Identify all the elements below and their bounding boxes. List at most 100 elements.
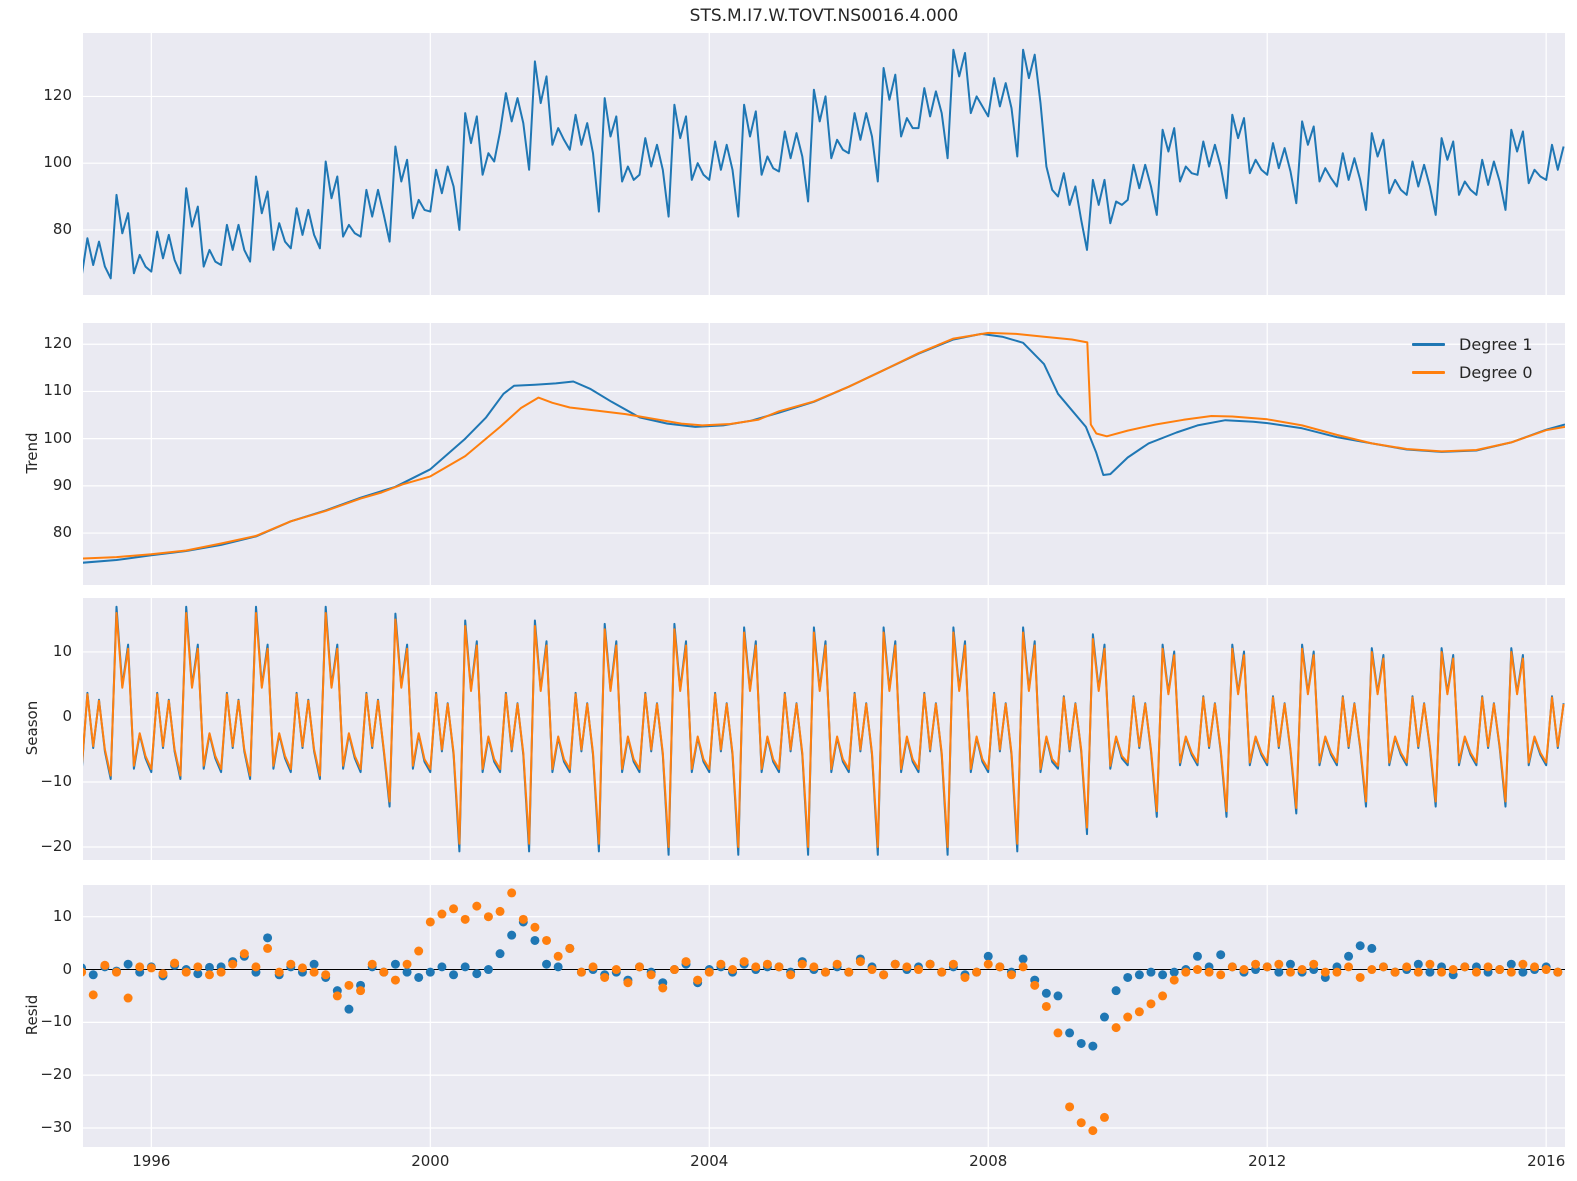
legend-entry: Degree 0 (1412, 363, 1533, 382)
resid-point-degree-0 (1471, 967, 1481, 977)
resid-point-degree-0 (216, 967, 226, 977)
resid-point-degree-0 (309, 967, 319, 977)
resid-point-degree-0 (1123, 1012, 1133, 1022)
resid-point-degree-0 (669, 965, 679, 975)
resid-point-degree-0 (1262, 962, 1272, 972)
resid-point-degree-1 (193, 969, 203, 979)
resid-point-degree-0 (483, 912, 493, 922)
resid-point-degree-0 (728, 965, 738, 975)
ytick-label-observed: 100 (43, 153, 72, 172)
xtick-label: 2000 (411, 1152, 450, 1170)
resid-point-degree-0 (193, 962, 203, 972)
resid-point-degree-0 (321, 970, 331, 980)
resid-point-degree-0 (1297, 965, 1307, 975)
resid-point-degree-0 (809, 962, 819, 972)
panel-resid (83, 885, 1565, 1147)
resid-point-degree-0 (449, 904, 459, 914)
resid-point-degree-1 (553, 962, 563, 972)
resid-point-degree-1 (449, 970, 459, 980)
resid-point-degree-0 (402, 959, 412, 969)
resid-point-degree-0 (181, 967, 191, 977)
resid-point-degree-1 (1053, 991, 1063, 1001)
resid-point-degree-1 (204, 962, 214, 972)
resid-point-degree-1 (437, 962, 447, 972)
resid-point-degree-0 (646, 970, 656, 980)
resid-point-degree-0 (1448, 965, 1458, 975)
resid-point-degree-0 (530, 922, 540, 932)
resid-point-degree-1 (1146, 967, 1156, 977)
resid-point-degree-1 (1088, 1041, 1098, 1051)
resid-point-degree-0 (1111, 1023, 1121, 1033)
resid-point-degree-0 (123, 993, 133, 1003)
resid-point-degree-0 (1065, 1102, 1075, 1112)
ytick-label-season: 10 (52, 641, 72, 660)
ytick-label-trend: 120 (43, 334, 72, 353)
resid-point-degree-0 (1053, 1028, 1063, 1038)
resid-point-degree-0 (1227, 962, 1237, 972)
ytick-label-resid: −10 (40, 1012, 72, 1031)
resid-point-degree-0 (146, 963, 156, 973)
resid-point-degree-1 (1518, 967, 1528, 977)
ytick-label-observed: 80 (52, 219, 72, 238)
trend-line-degree-0 (83, 331, 1565, 560)
resid-point-degree-0 (1041, 1001, 1051, 1011)
resid-point-degree-0 (83, 967, 87, 977)
legend-line-swatch (1412, 371, 1445, 374)
resid-point-degree-1 (983, 951, 993, 961)
resid-point-degree-0 (704, 967, 714, 977)
ytick-label-trend: 90 (52, 475, 72, 494)
ytick-label-resid: −20 (40, 1065, 72, 1084)
panel-observed (83, 33, 1565, 295)
xtick-label: 1996 (132, 1152, 171, 1170)
resid-point-degree-1 (344, 1004, 354, 1014)
season-plot (83, 598, 1565, 860)
ytick-label-season: 0 (62, 706, 72, 725)
resid-point-degree-0 (693, 975, 703, 985)
resid-point-degree-0 (600, 972, 610, 982)
resid-point-degree-0 (844, 967, 854, 977)
resid-point-degree-1 (1169, 967, 1179, 977)
resid-point-degree-0 (356, 986, 366, 996)
resid-point-degree-0 (879, 970, 889, 980)
resid-point-degree-0 (1088, 1126, 1098, 1136)
ytick-label-observed: 120 (43, 86, 72, 105)
panel-trend (83, 323, 1565, 585)
legend-label: Degree 1 (1459, 335, 1533, 354)
ytick-label-trend: 100 (43, 428, 72, 447)
resid-point-degree-0 (158, 969, 168, 979)
resid-point-degree-1 (402, 967, 412, 977)
legend-label: Degree 0 (1459, 363, 1533, 382)
observed-plot (83, 33, 1565, 295)
resid-point-degree-1 (1274, 967, 1284, 977)
resid-point-degree-1 (1413, 959, 1423, 969)
resid-point-degree-1 (309, 959, 319, 969)
resid-point-degree-1 (507, 930, 517, 940)
resid-point-degree-0 (1460, 962, 1470, 972)
resid-point-degree-0 (1192, 965, 1202, 975)
resid-point-degree-1 (1192, 951, 1202, 961)
resid-point-degree-1 (495, 949, 505, 959)
resid-point-degree-0 (565, 943, 575, 953)
ytick-label-trend: 80 (52, 523, 72, 542)
resid-point-degree-0 (1216, 970, 1226, 980)
resid-point-degree-0 (658, 983, 668, 993)
resid-point-degree-0 (1309, 959, 1319, 969)
resid-point-degree-0 (1402, 962, 1412, 972)
resid-point-degree-1 (460, 962, 470, 972)
resid-point-degree-0 (1425, 959, 1435, 969)
resid-point-degree-0 (1030, 980, 1040, 990)
resid-point-degree-0 (1285, 967, 1295, 977)
resid-point-degree-0 (774, 962, 784, 972)
observed-line-observed (83, 48, 1565, 280)
resid-point-degree-0 (762, 959, 772, 969)
resid-point-degree-0 (1378, 962, 1388, 972)
resid-point-degree-0 (1169, 975, 1179, 985)
y-axis-label-resid: Resid (23, 994, 41, 1036)
resid-point-degree-0 (855, 957, 865, 967)
resid-point-degree-0 (995, 962, 1005, 972)
resid-point-degree-0 (890, 959, 900, 969)
resid-point-degree-0 (1553, 967, 1563, 977)
resid-point-degree-0 (681, 957, 691, 967)
resid-point-degree-0 (297, 963, 307, 973)
resid-point-degree-0 (925, 959, 935, 969)
